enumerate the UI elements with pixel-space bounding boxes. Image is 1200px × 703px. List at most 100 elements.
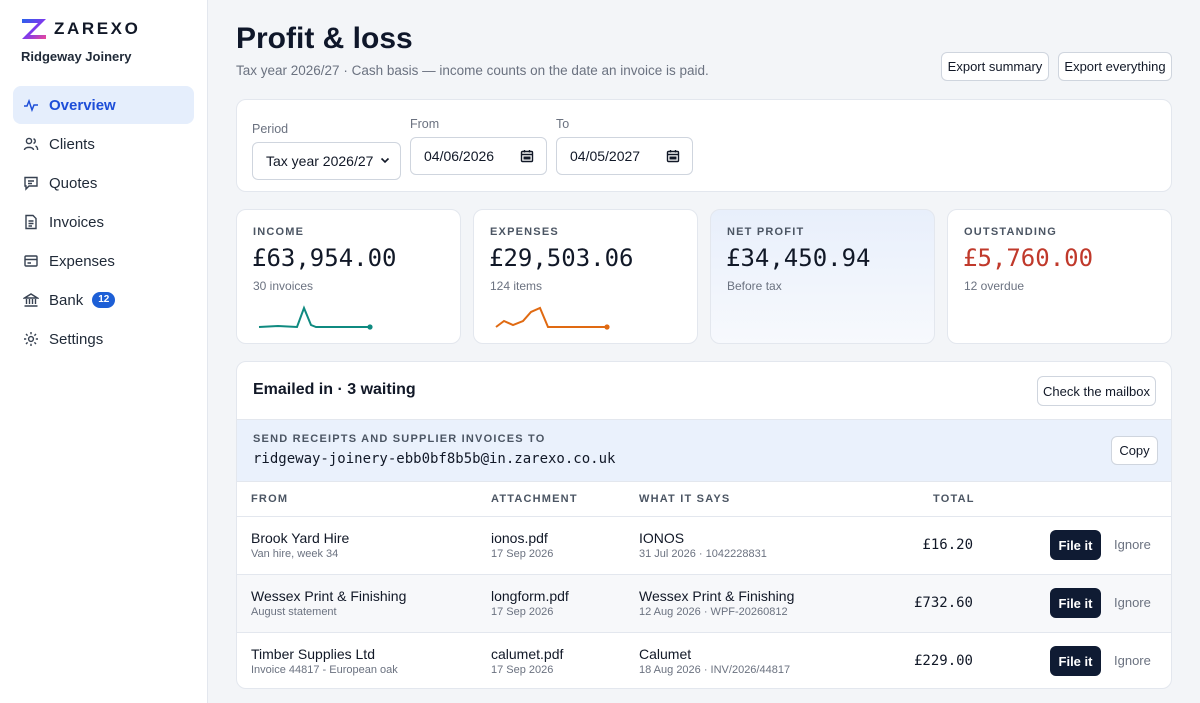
from-date-value: 04/06/2026 bbox=[424, 148, 495, 164]
period-label: Period bbox=[252, 122, 289, 136]
row-total: £229.00 bbox=[913, 653, 973, 669]
expenses-label: EXPENSES bbox=[490, 226, 559, 238]
sidebar-item-label: Overview bbox=[49, 96, 116, 114]
sidebar-item-expenses[interactable]: Expenses bbox=[13, 242, 194, 280]
sidebar-item-clients[interactable]: Clients bbox=[13, 125, 194, 163]
to-date-input[interactable]: 04/05/2027 bbox=[556, 137, 693, 175]
sidebar-item-invoices[interactable]: Invoices bbox=[13, 203, 194, 241]
income-value: £63,954.00 bbox=[252, 244, 397, 272]
expenses-value: £29,503.06 bbox=[489, 244, 634, 272]
income-label: INCOME bbox=[253, 226, 305, 238]
table-row: Wessex Print & Finishing August statemen… bbox=[237, 575, 1171, 633]
table-row: Brook Yard Hire Van hire, week 34 ionos.… bbox=[237, 517, 1171, 575]
row-says-detail: 31 Jul 2026 · 1042228831 bbox=[639, 548, 767, 560]
expenses-sub: 124 items bbox=[490, 279, 543, 293]
calendar-icon[interactable] bbox=[520, 149, 534, 163]
page-subtitle: Tax year 2026/27 · Cash basis — income c… bbox=[236, 63, 709, 78]
ignore-button[interactable]: Ignore bbox=[1114, 653, 1151, 668]
inbox-address-panel: SEND RECEIPTS AND SUPPLIER INVOICES TO r… bbox=[237, 419, 1171, 482]
table-header: FROM ATTACHMENT WHAT IT SAYS TOTAL bbox=[237, 482, 1171, 517]
bank-count-badge: 12 bbox=[92, 292, 116, 308]
chevron-down-icon bbox=[380, 157, 390, 164]
file-text-icon bbox=[23, 214, 39, 230]
row-says: IONOS bbox=[639, 530, 685, 546]
sidebar-item-label: Bank bbox=[49, 291, 84, 309]
row-from: Brook Yard Hire bbox=[251, 530, 350, 546]
outstanding-value: £5,760.00 bbox=[963, 244, 1094, 272]
row-attachment[interactable]: calumet.pdf bbox=[491, 646, 564, 662]
message-icon bbox=[23, 175, 39, 191]
page-title: Profit & loss bbox=[236, 22, 413, 55]
column-total: TOTAL bbox=[933, 493, 975, 505]
column-what-it-says: WHAT IT SAYS bbox=[639, 493, 731, 505]
emailed-in-card: Emailed in · 3 waiting Check the mailbox… bbox=[236, 361, 1172, 689]
organization-name: Ridgeway Joinery bbox=[21, 49, 132, 64]
file-it-button[interactable]: File it bbox=[1050, 646, 1101, 676]
column-attachment: ATTACHMENT bbox=[491, 493, 578, 505]
ignore-button[interactable]: Ignore bbox=[1114, 537, 1151, 552]
period-select-value: Tax year 2026/27 bbox=[266, 153, 374, 169]
row-from: Wessex Print & Finishing bbox=[251, 588, 407, 604]
row-says-detail: 12 Aug 2026 · WPF-20260812 bbox=[639, 606, 788, 618]
row-attachment-date: 17 Sep 2026 bbox=[491, 548, 554, 560]
inbox-address-label: SEND RECEIPTS AND SUPPLIER INVOICES TO bbox=[253, 433, 546, 445]
bank-icon bbox=[23, 292, 39, 308]
calendar-icon[interactable] bbox=[666, 149, 680, 163]
sidebar: ZAREXO Ridgeway Joinery Overview Clients… bbox=[0, 0, 208, 703]
sidebar-item-quotes[interactable]: Quotes bbox=[13, 164, 194, 202]
expenses-sparkline bbox=[495, 306, 610, 330]
sidebar-item-settings[interactable]: Settings bbox=[13, 320, 194, 358]
from-label: From bbox=[410, 117, 440, 131]
sidebar-item-bank[interactable]: Bank 12 bbox=[13, 281, 194, 319]
logo[interactable]: ZAREXO bbox=[21, 18, 140, 40]
gear-icon bbox=[23, 331, 39, 347]
to-date-value: 04/05/2027 bbox=[570, 148, 641, 164]
row-from-note: August statement bbox=[251, 606, 337, 618]
emailed-in-title: Emailed in · 3 waiting bbox=[253, 381, 416, 398]
period-filter-card: Period Tax year 2026/27 From 04/06/2026 … bbox=[236, 99, 1172, 192]
row-total: £16.20 bbox=[922, 537, 973, 553]
to-label: To bbox=[556, 117, 570, 131]
ignore-button[interactable]: Ignore bbox=[1114, 595, 1151, 610]
users-icon bbox=[23, 136, 39, 152]
file-it-button[interactable]: File it bbox=[1050, 588, 1101, 618]
row-says-detail: 18 Aug 2026 · INV/2026/44817 bbox=[639, 664, 791, 676]
sidebar-nav: Overview Clients Quotes Invoices Expense… bbox=[13, 86, 194, 359]
row-says: Calumet bbox=[639, 646, 692, 662]
activity-icon bbox=[23, 97, 39, 113]
row-attachment-date: 17 Sep 2026 bbox=[491, 606, 554, 618]
from-date-input[interactable]: 04/06/2026 bbox=[410, 137, 547, 175]
sidebar-item-label: Invoices bbox=[49, 213, 105, 231]
row-attachment[interactable]: ionos.pdf bbox=[491, 530, 548, 546]
outstanding-card: OUTSTANDING £5,760.00 12 overdue bbox=[947, 209, 1172, 344]
net-profit-sub: Before tax bbox=[727, 279, 782, 293]
net-profit-card: NET PROFIT £34,450.94 Before tax bbox=[710, 209, 935, 344]
row-from: Timber Supplies Ltd bbox=[251, 646, 375, 662]
net-profit-value: £34,450.94 bbox=[726, 244, 871, 272]
export-summary-button[interactable]: Export summary bbox=[941, 52, 1049, 81]
sidebar-item-label: Settings bbox=[49, 330, 104, 348]
file-it-button[interactable]: File it bbox=[1050, 530, 1101, 560]
receipt-icon bbox=[23, 253, 39, 269]
income-sparkline bbox=[258, 305, 373, 330]
net-profit-label: NET PROFIT bbox=[727, 226, 805, 238]
copy-address-button[interactable]: Copy bbox=[1111, 436, 1158, 465]
row-total: £732.60 bbox=[913, 595, 973, 611]
outstanding-sub: 12 overdue bbox=[964, 279, 1025, 293]
zarexo-logo-icon bbox=[22, 19, 46, 39]
row-from-note: Van hire, week 34 bbox=[251, 548, 339, 560]
sidebar-item-label: Quotes bbox=[49, 174, 98, 192]
expenses-card: EXPENSES £29,503.06 124 items bbox=[473, 209, 698, 344]
table-row: Timber Supplies Ltd Invoice 44817 - Euro… bbox=[237, 633, 1171, 688]
column-from: FROM bbox=[251, 493, 289, 505]
sidebar-item-overview[interactable]: Overview bbox=[13, 86, 194, 124]
row-attachment-date: 17 Sep 2026 bbox=[491, 664, 554, 676]
sidebar-item-label: Expenses bbox=[49, 252, 115, 270]
check-mailbox-button[interactable]: Check the mailbox bbox=[1037, 376, 1156, 406]
sidebar-item-label: Clients bbox=[49, 135, 95, 153]
row-attachment[interactable]: longform.pdf bbox=[491, 588, 569, 604]
income-sub: 30 invoices bbox=[253, 279, 314, 293]
period-select[interactable]: Tax year 2026/27 bbox=[252, 142, 401, 180]
row-from-note: Invoice 44817 - European oak bbox=[251, 664, 398, 676]
export-everything-button[interactable]: Export everything bbox=[1058, 52, 1172, 81]
